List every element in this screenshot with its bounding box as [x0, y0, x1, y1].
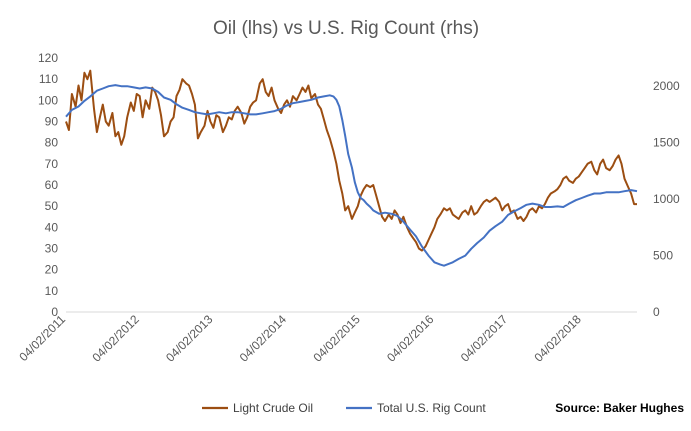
y-right-tick-label: 500 — [653, 249, 673, 263]
y-left-tick-label: 30 — [45, 242, 59, 256]
plot-area — [65, 69, 638, 267]
x-tick-label: 04/02/2014 — [237, 312, 290, 365]
y-left-tick-label: 100 — [38, 93, 58, 107]
y-left-tick-label: 20 — [45, 263, 59, 277]
y-left-tick-label: 110 — [39, 72, 58, 86]
y-left-tick-label: 80 — [45, 136, 59, 150]
legend-label-rig-count: Total U.S. Rig Count — [377, 401, 486, 415]
source-note: Source: Baker Hughes — [555, 401, 684, 415]
x-tick-label: 04/02/2016 — [384, 312, 437, 365]
series-line-total-us-rig-count — [65, 84, 638, 267]
x-axis: 04/02/2011 04/02/2012 04/02/2013 04/02/2014… — [16, 312, 584, 365]
y-left-tick-label: 40 — [45, 220, 59, 234]
x-tick-label: 04/02/2018 — [531, 312, 584, 365]
y-right-tick-label: 2000 — [653, 79, 680, 93]
x-tick-label: 04/02/2017 — [458, 312, 511, 365]
y-left-tick-label: 10 — [45, 284, 59, 298]
x-tick-label: 04/02/2012 — [89, 312, 142, 365]
y-left-tick-label: 50 — [45, 199, 59, 213]
y-left-tick-label: 90 — [45, 115, 59, 129]
x-tick-label: 04/02/2013 — [163, 312, 216, 365]
chart-title: Oil (lhs) vs U.S. Rig Count (rhs) — [213, 18, 479, 39]
x-tick-label: 04/02/2011 — [16, 312, 68, 364]
right-y-axis: 0 500 1000 1500 2000 — [653, 79, 680, 319]
series-line-light-crude-oil — [65, 69, 637, 252]
y-right-tick-label: 0 — [653, 305, 660, 319]
y-left-tick-label: 70 — [45, 157, 59, 171]
y-left-tick-label: 60 — [45, 178, 59, 192]
left-y-axis: 0 10 20 30 40 50 60 70 80 90 100 110 120 — [38, 51, 58, 319]
legend: Light Crude Oil Total U.S. Rig Count — [202, 401, 486, 415]
x-tick-label: 04/02/2015 — [310, 312, 363, 365]
y-left-tick-label: 0 — [51, 305, 58, 319]
y-right-tick-label: 1500 — [653, 136, 680, 150]
y-left-tick-label: 120 — [38, 51, 58, 65]
legend-label-oil: Light Crude Oil — [233, 401, 313, 415]
y-right-tick-label: 1000 — [653, 192, 680, 206]
